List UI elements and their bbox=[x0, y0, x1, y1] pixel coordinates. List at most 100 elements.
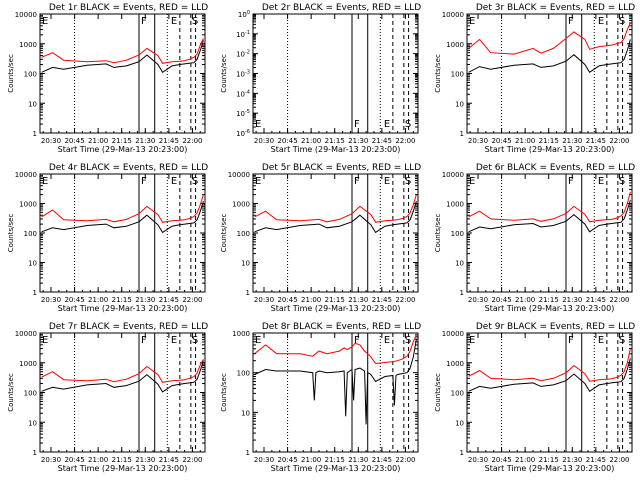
x-tick-label: 21:15 bbox=[325, 137, 345, 145]
y-axis-label: Counts/sec bbox=[220, 373, 228, 412]
x-tick-label: 20:30 bbox=[468, 137, 488, 145]
x-tick-label: 21:45 bbox=[159, 456, 179, 464]
y-tick-label: 10 bbox=[455, 260, 464, 268]
y-tick-label: 1 bbox=[246, 289, 250, 297]
series-lld-line bbox=[468, 22, 631, 55]
y-tick-label: 10-6 bbox=[236, 129, 250, 138]
marker-label-e: E bbox=[598, 16, 604, 27]
marker-label-f: F bbox=[568, 335, 574, 346]
x-tick-label: 21:30 bbox=[135, 456, 155, 464]
y-tick-label: 10000 bbox=[15, 11, 37, 19]
series-events-line bbox=[254, 339, 417, 425]
y-tick-label: 10000 bbox=[15, 330, 37, 338]
panel-title: Det 7r BLACK = Events, RED = LLD bbox=[49, 322, 208, 332]
panel-det-5: Det 5r BLACK = Events, RED = LLD Counts/s… bbox=[220, 163, 421, 313]
marker-label-s: S bbox=[405, 176, 411, 187]
x-tick-label: 21:30 bbox=[348, 137, 368, 145]
marker-label-s: S bbox=[192, 335, 198, 346]
y-tick-label: 1000 bbox=[232, 330, 250, 338]
marker-label-s: S bbox=[405, 119, 411, 130]
x-tick-label: 21:00 bbox=[88, 456, 108, 464]
panel-title: Det 2r BLACK = Events, RED = LLD bbox=[262, 3, 421, 13]
y-tick-label: 1000 bbox=[446, 41, 464, 49]
y-tick-label: 1 bbox=[33, 449, 37, 457]
marker-label-s: S bbox=[192, 176, 198, 187]
y-tick-label: 100 bbox=[24, 230, 37, 238]
y-tick-label: 10-4 bbox=[236, 89, 250, 98]
y-tick-label: 1 bbox=[246, 449, 250, 457]
marker-label-e-start: E bbox=[469, 176, 475, 187]
marker-label-e: E bbox=[598, 176, 604, 187]
x-tick-label: 21:30 bbox=[348, 456, 368, 464]
y-tick-label: 1 bbox=[460, 289, 464, 297]
series-events-line bbox=[254, 201, 417, 234]
x-tick-label: 20:45 bbox=[64, 296, 84, 304]
marker-label-e: E bbox=[384, 119, 390, 130]
x-tick-label: 21:00 bbox=[88, 137, 108, 145]
y-tick-label: 1000 bbox=[19, 360, 37, 368]
x-tick-label: 21:00 bbox=[515, 456, 535, 464]
x-tick-label: 21:30 bbox=[135, 137, 155, 145]
x-tick-label: 21:15 bbox=[325, 456, 345, 464]
panel-title: Det 6r BLACK = Events, RED = LLD bbox=[476, 163, 635, 173]
x-tick-label: 20:30 bbox=[41, 296, 61, 304]
series-lld-line bbox=[41, 38, 204, 64]
y-tick-label: 10 bbox=[455, 419, 464, 427]
x-tick-label: 20:45 bbox=[491, 296, 511, 304]
series-lld-line bbox=[254, 334, 417, 365]
x-tick-label: 20:30 bbox=[41, 137, 61, 145]
y-tick-label: 1000 bbox=[446, 360, 464, 368]
series-lld-line bbox=[468, 348, 631, 382]
panel-det-2: Det 2r BLACK = Events, RED = LLD Counts/s… bbox=[220, 3, 421, 154]
x-tick-label: 20:45 bbox=[64, 456, 84, 464]
panel-title: Det 4r BLACK = Events, RED = LLD bbox=[49, 163, 208, 173]
x-tick-label: 21:15 bbox=[539, 137, 559, 145]
x-tick-label: 21:00 bbox=[515, 137, 535, 145]
x-tick-label: 21:45 bbox=[372, 137, 392, 145]
x-tick-label: 22:00 bbox=[395, 137, 415, 145]
panel-title: Det 5r BLACK = Events, RED = LLD bbox=[262, 163, 421, 173]
panel-title: Det 3r BLACK = Events, RED = LLD bbox=[476, 3, 635, 13]
x-tick-label: 21:30 bbox=[562, 296, 582, 304]
x-tick-label: 20:45 bbox=[277, 137, 297, 145]
x-tick-label: 21:30 bbox=[135, 296, 155, 304]
x-tick-label: 21:45 bbox=[159, 137, 179, 145]
y-tick-label: 10000 bbox=[442, 171, 464, 179]
marker-label-e-start: E bbox=[42, 335, 48, 346]
series-lld-line bbox=[41, 194, 204, 223]
y-tick-label: 1000 bbox=[446, 201, 464, 209]
y-tick-label: 10 bbox=[241, 409, 250, 417]
marker-label-f: F bbox=[141, 176, 147, 187]
x-tick-label: 21:15 bbox=[112, 137, 132, 145]
x-tick-label: 21:45 bbox=[159, 296, 179, 304]
marker-label-f: F bbox=[568, 16, 574, 27]
y-axis-label: Counts/sec bbox=[7, 214, 15, 253]
plot-frame bbox=[252, 332, 419, 453]
series-events-line bbox=[41, 40, 204, 74]
x-tick-label: 20:45 bbox=[491, 456, 511, 464]
y-tick-label: 10000 bbox=[15, 171, 37, 179]
marker-label-s: S bbox=[619, 335, 625, 346]
x-tick-label: 22:00 bbox=[182, 456, 202, 464]
x-tick-label: 21:30 bbox=[562, 137, 582, 145]
y-axis-label: Counts/sec bbox=[434, 54, 442, 93]
x-axis-label: Start Time (29-Mar-13 20:23:00) bbox=[485, 464, 615, 473]
x-tick-label: 21:00 bbox=[515, 296, 535, 304]
y-tick-label: 10000 bbox=[442, 11, 464, 19]
y-axis-label: Counts/sec bbox=[434, 373, 442, 412]
y-tick-label: 1 bbox=[460, 130, 464, 138]
panel-det-1: Det 1r BLACK = Events, RED = LLD Counts/s… bbox=[7, 3, 208, 154]
y-tick-label: 10000 bbox=[442, 330, 464, 338]
x-tick-label: 20:45 bbox=[491, 137, 511, 145]
marker-label-s: S bbox=[619, 16, 625, 27]
x-tick-label: 21:45 bbox=[586, 296, 606, 304]
x-tick-label: 22:00 bbox=[395, 456, 415, 464]
panel-title: Det 1r BLACK = Events, RED = LLD bbox=[49, 3, 208, 13]
marker-label-e-start: E bbox=[255, 335, 261, 346]
y-tick-label: 10-1 bbox=[236, 30, 250, 39]
y-tick-label: 10 bbox=[28, 419, 37, 427]
series-events-line bbox=[468, 358, 631, 393]
y-axis-label: Counts/sec bbox=[7, 373, 15, 412]
y-tick-label: 1 bbox=[33, 130, 37, 138]
